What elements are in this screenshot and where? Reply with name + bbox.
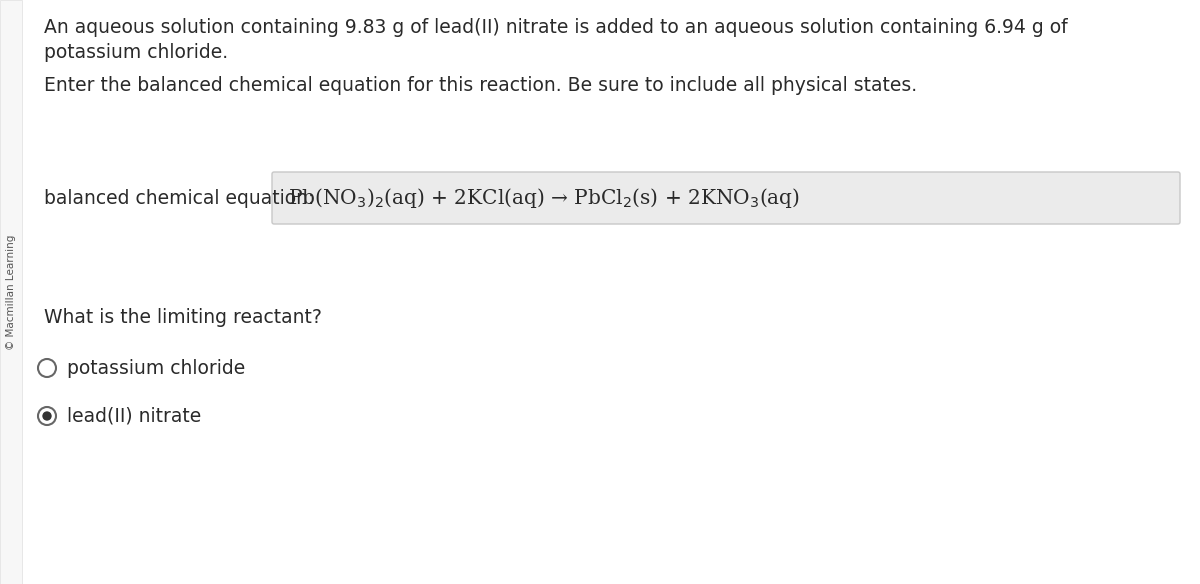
FancyBboxPatch shape <box>272 172 1180 224</box>
Text: © Macmillan Learning: © Macmillan Learning <box>6 234 16 350</box>
FancyBboxPatch shape <box>0 0 22 584</box>
Circle shape <box>42 411 52 420</box>
Text: lead(II) nitrate: lead(II) nitrate <box>67 406 202 426</box>
Text: potassium chloride: potassium chloride <box>67 359 245 377</box>
Text: What is the limiting reactant?: What is the limiting reactant? <box>44 308 322 327</box>
Text: Pb(NO$_3$)$_2$(aq) + 2KCl(aq) → PbCl$_2$(s) + 2KNO$_3$(aq): Pb(NO$_3$)$_2$(aq) + 2KCl(aq) → PbCl$_2$… <box>288 186 800 210</box>
Text: balanced chemical equation:: balanced chemical equation: <box>44 189 314 207</box>
Text: potassium chloride.: potassium chloride. <box>44 43 228 62</box>
Text: An aqueous solution containing 9.83 g of lead(II) nitrate is added to an aqueous: An aqueous solution containing 9.83 g of… <box>44 18 1068 37</box>
Text: Enter the balanced chemical equation for this reaction. Be sure to include all p: Enter the balanced chemical equation for… <box>44 76 917 95</box>
